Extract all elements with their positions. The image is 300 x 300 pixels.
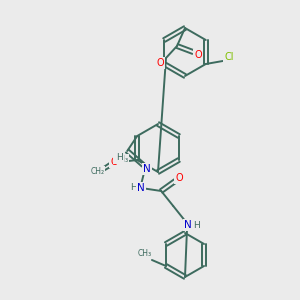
- Text: H: H: [193, 220, 200, 230]
- Text: H: H: [130, 184, 136, 193]
- Text: N: N: [184, 220, 192, 230]
- Text: CH₃: CH₃: [138, 250, 152, 259]
- Text: O: O: [176, 173, 183, 183]
- Text: H: H: [116, 152, 123, 161]
- Text: CH₂: CH₂: [90, 167, 104, 176]
- Text: O: O: [194, 50, 202, 60]
- Text: O: O: [110, 157, 118, 167]
- Text: Cl: Cl: [224, 52, 233, 62]
- Text: N: N: [143, 164, 151, 174]
- Text: O: O: [156, 58, 164, 68]
- Text: CH₃: CH₃: [114, 154, 128, 164]
- Text: N: N: [137, 183, 145, 193]
